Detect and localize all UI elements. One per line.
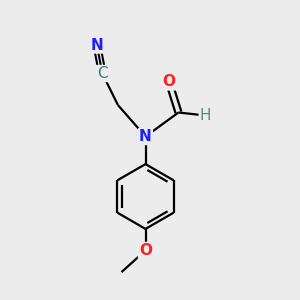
Text: N: N bbox=[139, 129, 152, 144]
Text: N: N bbox=[91, 38, 103, 52]
Text: C: C bbox=[97, 66, 108, 81]
Text: O: O bbox=[139, 243, 152, 258]
Text: O: O bbox=[162, 74, 176, 89]
Text: H: H bbox=[200, 108, 211, 123]
